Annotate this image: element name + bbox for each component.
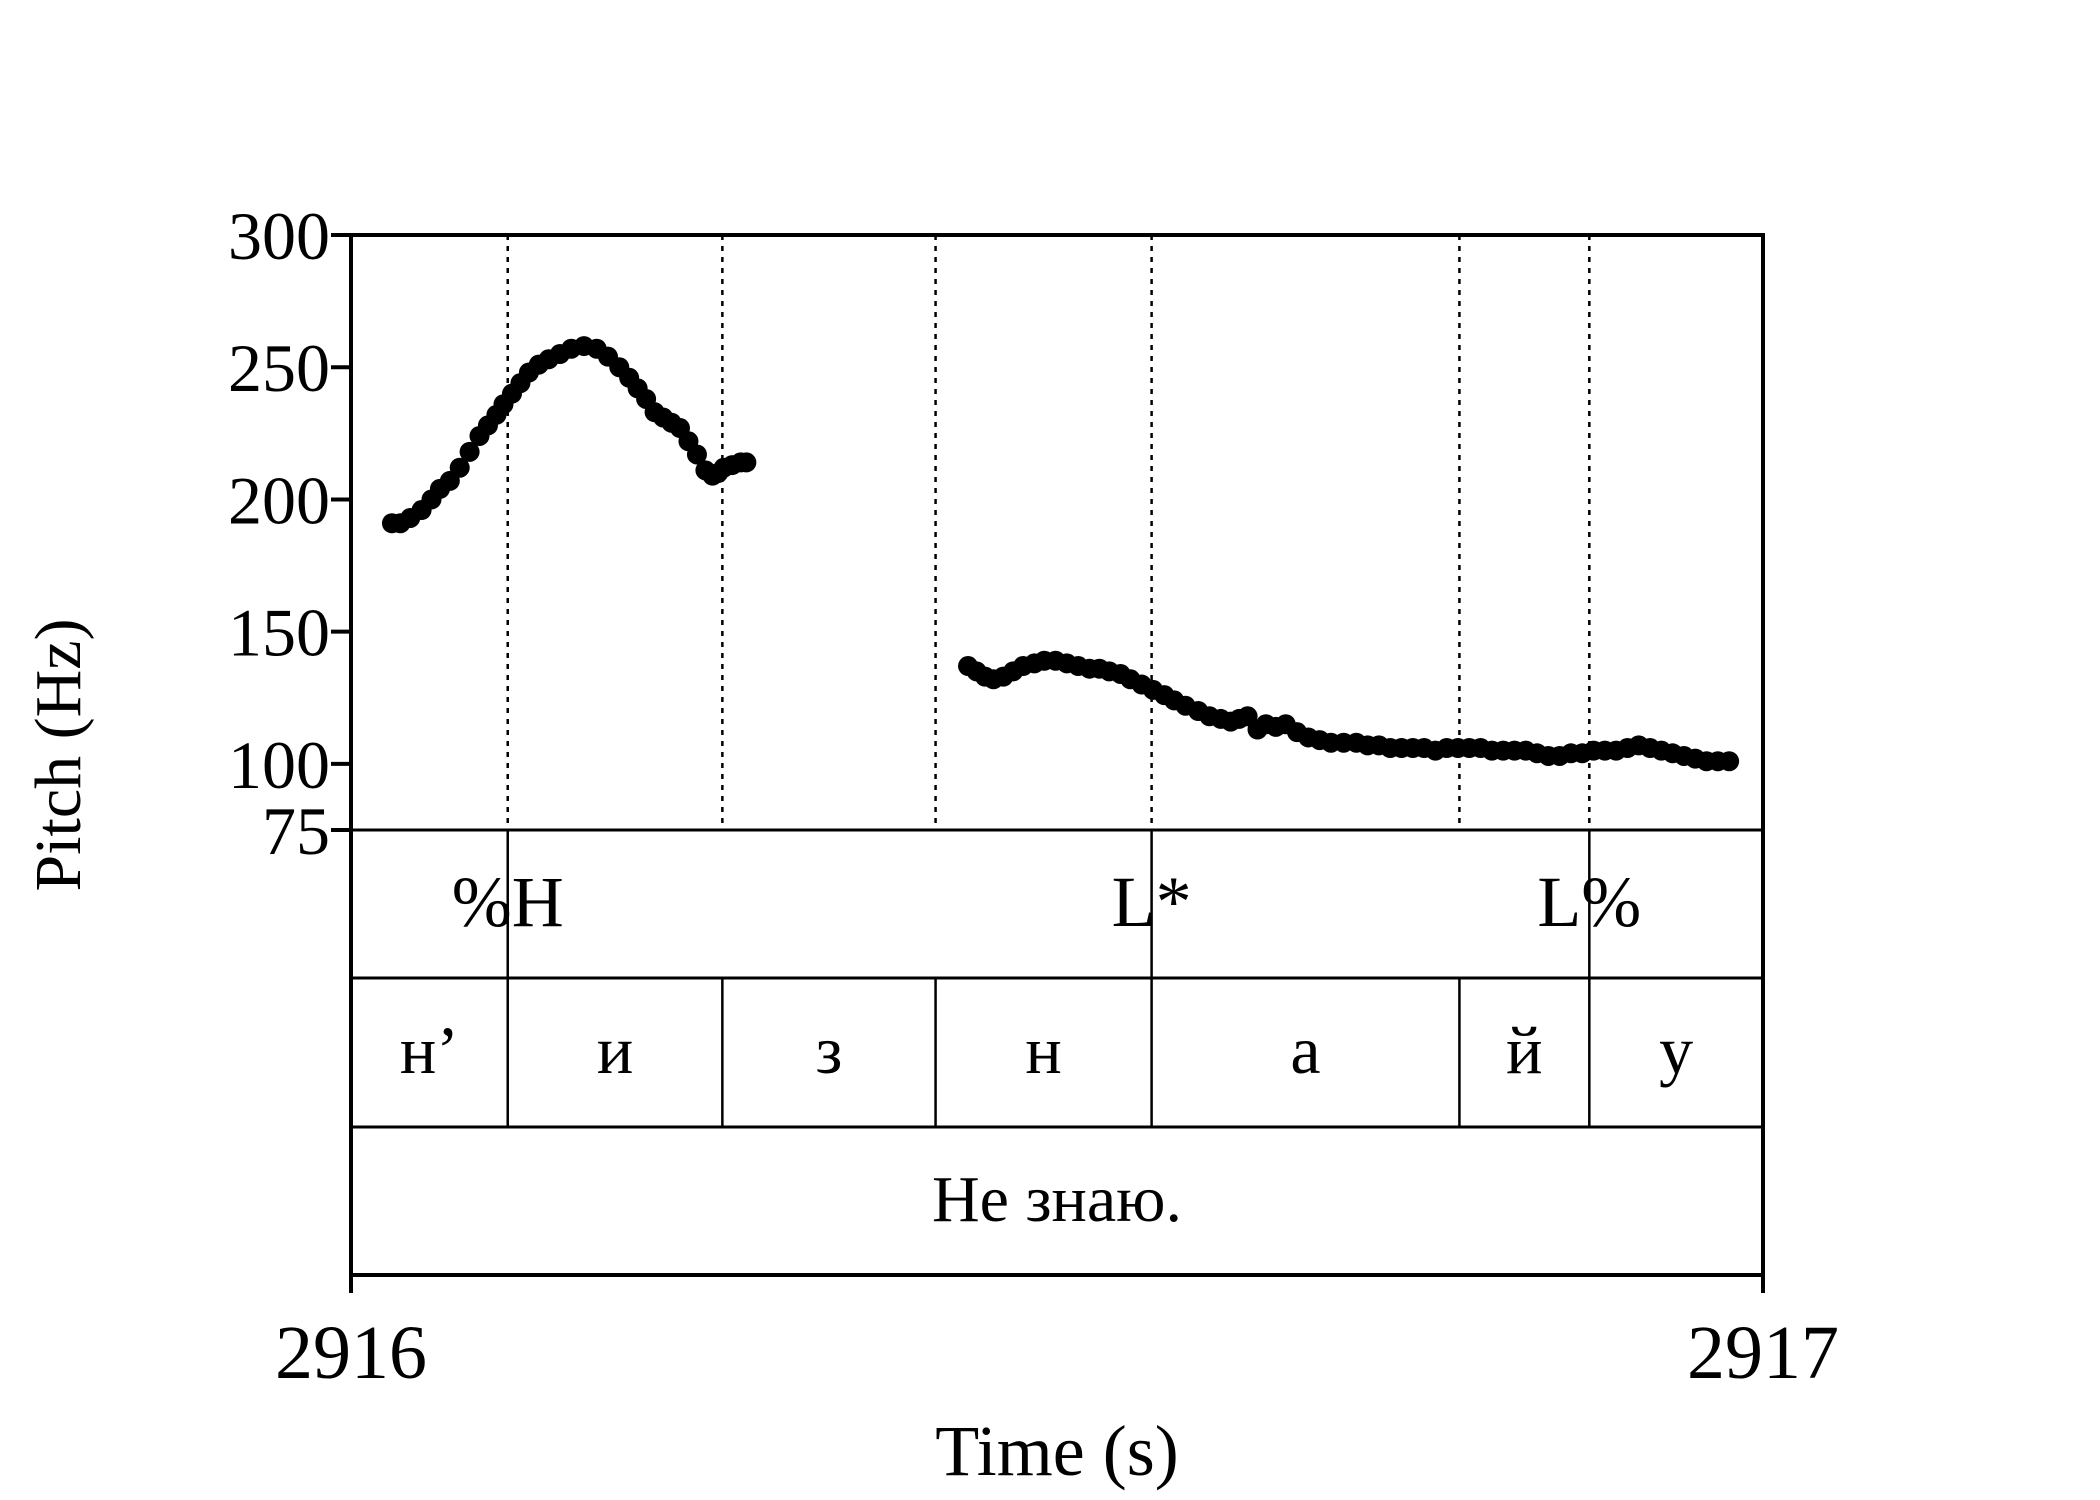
segment-label: з	[816, 1012, 843, 1088]
y-tick-label: 200	[228, 462, 330, 538]
plot-area: %H L* L% н’ и з н а й у Не знаю.	[349, 233, 1765, 1277]
utterance-label: Не знаю.	[932, 1163, 1182, 1236]
y-axis-title: Pitch (Hz)	[22, 618, 95, 891]
pitch-point	[736, 452, 757, 473]
pitch-point	[1719, 751, 1740, 772]
x-axis: 2916 2917	[275, 1275, 1839, 1395]
segment-label: у	[1659, 1012, 1693, 1088]
segment-label: и	[597, 1012, 633, 1088]
tone-tier: %H L* L%	[452, 830, 1641, 978]
y-tick-label: 250	[228, 330, 330, 406]
pitch-point	[459, 441, 480, 462]
tone-label: %H	[452, 862, 564, 942]
tone-label: L%	[1537, 862, 1641, 942]
segment-label: н	[1025, 1012, 1061, 1088]
pitch-point	[449, 457, 470, 478]
x-axis-title: Time (s)	[935, 1411, 1178, 1491]
y-tick-label: 100	[228, 727, 330, 803]
x-tick-label: 2917	[1687, 1311, 1839, 1395]
pitch-point	[686, 444, 707, 465]
boundary-lines	[506, 235, 1591, 830]
y-tick-label: 75	[262, 793, 330, 869]
plot-frame	[349, 233, 1765, 1277]
y-tick-label: 150	[228, 595, 330, 671]
segment-label: н’	[400, 1012, 459, 1088]
segment-tier: н’ и з н а й у	[400, 978, 1693, 1127]
pitch-points	[381, 336, 1740, 772]
tone-label: L*	[1112, 862, 1192, 942]
segment-label: а	[1290, 1012, 1320, 1088]
segment-label: й	[1506, 1012, 1542, 1088]
y-tick-label: 300	[228, 198, 330, 274]
x-tick-label: 2916	[275, 1311, 427, 1395]
